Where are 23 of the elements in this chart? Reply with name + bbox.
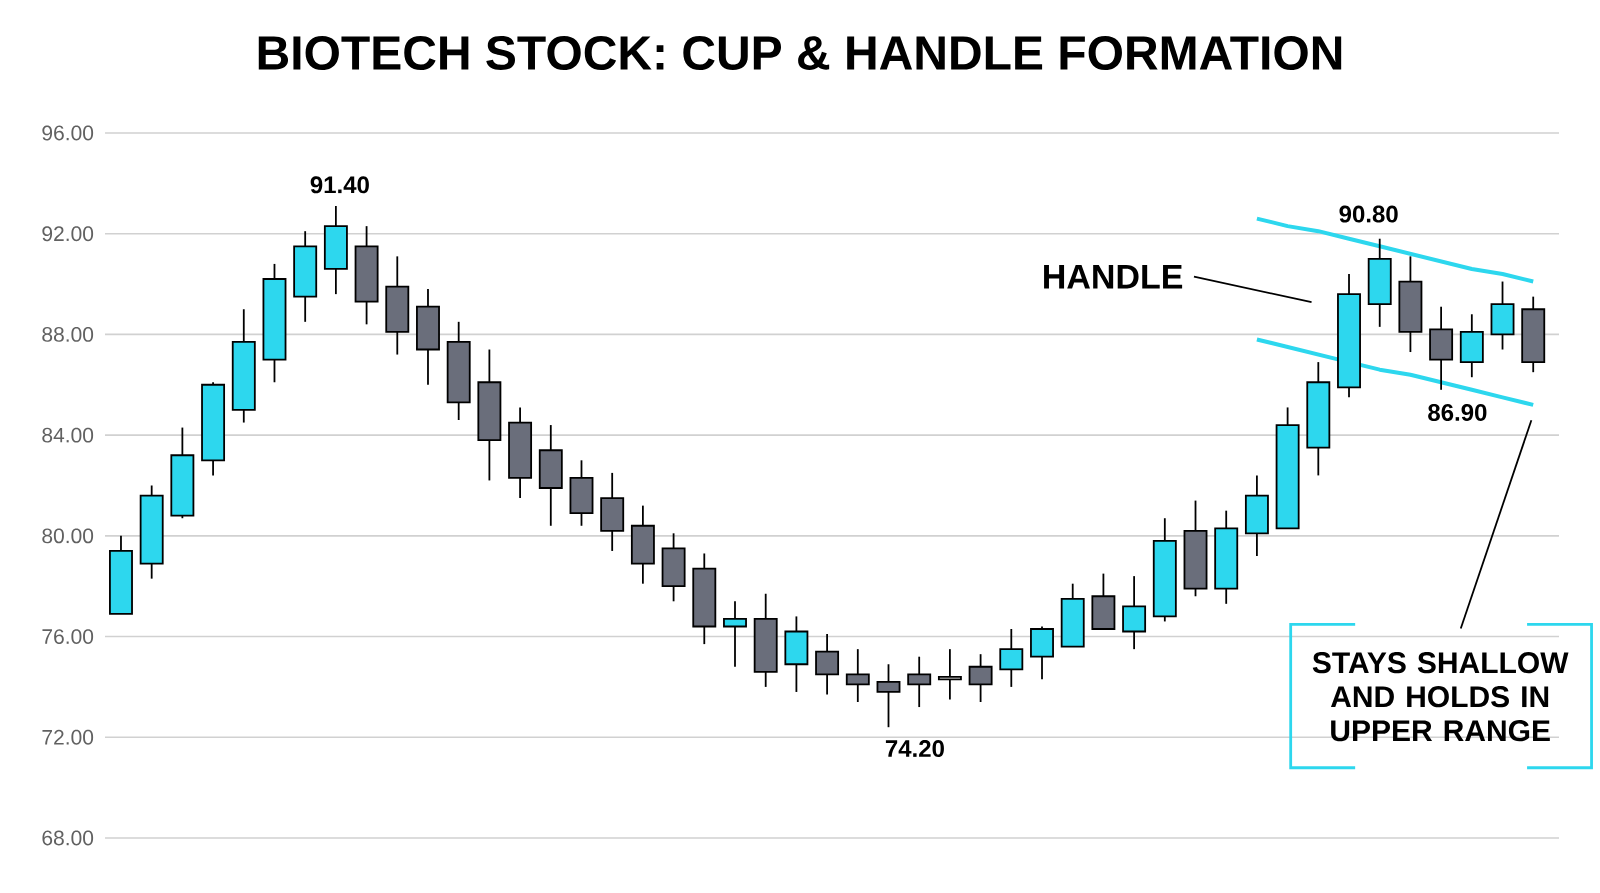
candlestick: [937, 648, 962, 701]
y-tick-label: 88.00: [42, 326, 94, 342]
chart-title: BIOTECH STOCK: CUP & HANDLE FORMATION: [258, 36, 1342, 70]
annotation: 74.20: [885, 740, 944, 758]
candlestick: [845, 648, 870, 703]
candlestick: [907, 655, 932, 708]
annotation: 86.90: [1428, 403, 1487, 421]
y-tick-label: 92.00: [42, 226, 94, 242]
candlestick: [723, 600, 747, 668]
y-tick-label: 72.00: [42, 729, 94, 745]
annotation: 91.40: [310, 176, 369, 194]
annotation: HANDLE: [1044, 265, 1183, 289]
candlestick: [999, 628, 1024, 688]
y-tick-label: 76.00: [42, 629, 94, 644]
annotation: STAYS SHALLOW AND HOLDS IN UPPER RANGE: [1312, 652, 1569, 742]
y-tick-label: 96.00: [42, 125, 94, 141]
y-tick-label: 84.00: [42, 427, 94, 443]
candlestick: [968, 653, 993, 703]
y-tick-label: 68.00: [42, 830, 94, 846]
candlestick: [815, 633, 840, 696]
y-tick-label: 80.00: [42, 528, 94, 544]
annotation: 90.80: [1339, 205, 1398, 223]
candlestick: [876, 663, 901, 729]
